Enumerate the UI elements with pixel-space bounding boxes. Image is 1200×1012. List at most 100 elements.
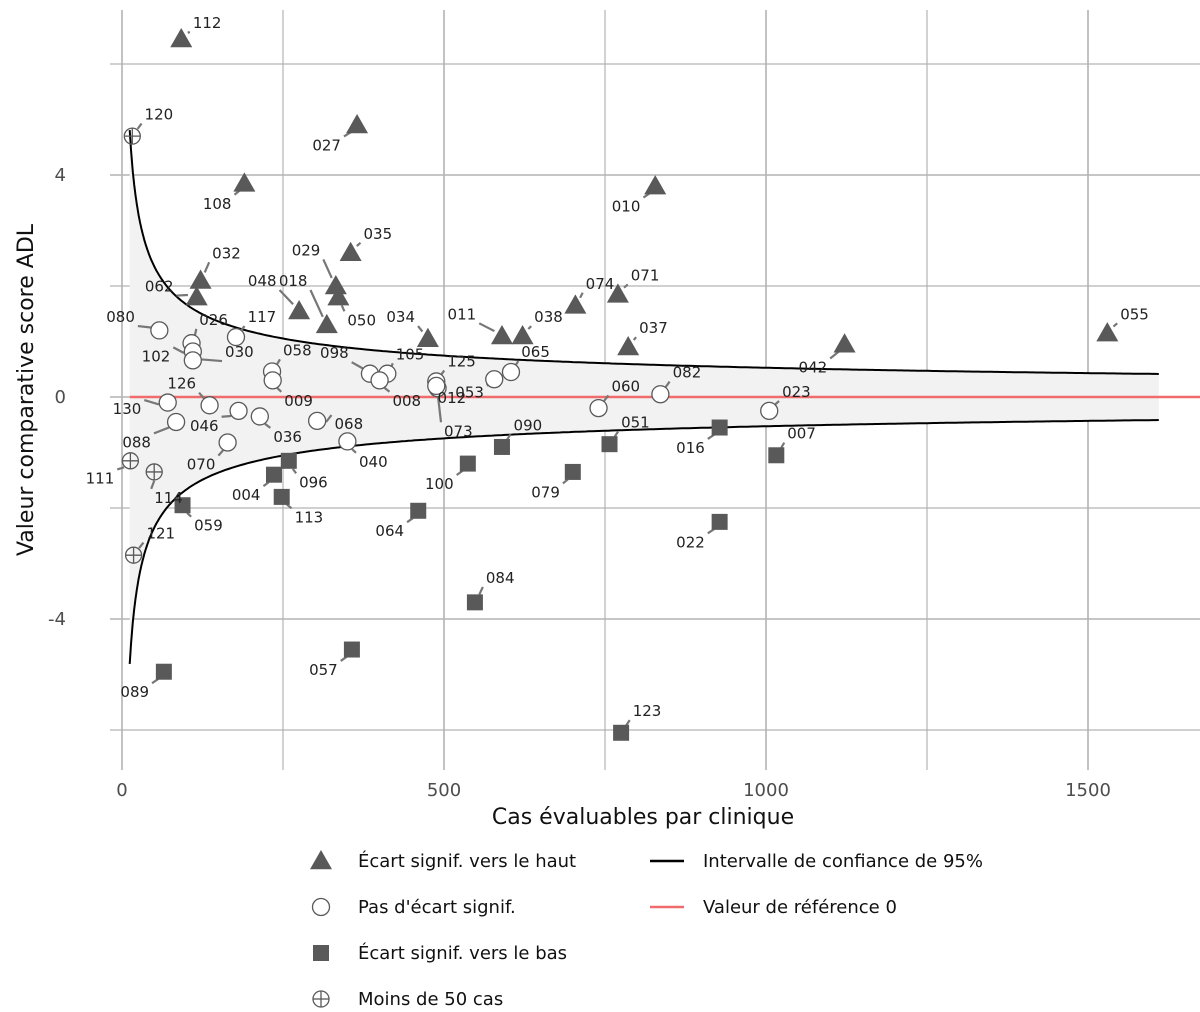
leader-line — [562, 478, 569, 485]
point-040 — [338, 432, 357, 451]
legend: Écart signif. vers le haut Pas d'écart si… — [310, 850, 983, 1010]
point-030 — [183, 351, 202, 370]
point-label: 037 — [639, 319, 668, 337]
point-label: 112 — [193, 14, 222, 32]
point-label: 029 — [292, 241, 321, 259]
point-032 — [189, 269, 212, 289]
point-090 — [493, 438, 510, 455]
leader-line — [201, 358, 223, 363]
point-label: 111 — [86, 469, 115, 487]
point-label: 035 — [364, 225, 393, 243]
point-label: 023 — [782, 383, 811, 401]
legend-key-none — [311, 897, 331, 917]
point-073 — [427, 376, 446, 396]
point-label: 088 — [122, 433, 151, 451]
leader-line — [664, 380, 671, 388]
point-113 — [273, 488, 290, 505]
point-label: 120 — [145, 106, 174, 124]
point-label: 123 — [633, 702, 662, 720]
confidence-lower-line — [128, 419, 1159, 664]
y-tick-label: -4 — [48, 609, 66, 630]
point-label: 096 — [299, 473, 328, 491]
leader-line — [138, 541, 145, 549]
point-051 — [601, 436, 618, 453]
point-027 — [346, 114, 369, 134]
point-label: 057 — [309, 661, 338, 679]
leader-line — [383, 386, 391, 393]
point-label: 004 — [232, 486, 261, 504]
leader-line — [144, 399, 160, 406]
point-label: 100 — [425, 475, 454, 493]
legend-entry-ci: Intervalle de confiance de 95% — [650, 851, 983, 872]
legend-key-up — [310, 850, 332, 870]
leader-line — [774, 400, 780, 406]
point-label: 130 — [113, 400, 142, 418]
leader-line — [153, 426, 170, 435]
legend-entry-few: Moins de 50 cas — [312, 989, 503, 1010]
leader-line — [351, 361, 364, 370]
axis-ticks: 0 500 1000 1500-404 — [48, 165, 1111, 801]
point-label: 113 — [295, 508, 324, 526]
point-121 — [124, 546, 143, 564]
point-label: 008 — [392, 392, 421, 410]
point-126 — [200, 396, 219, 415]
point-label: 048 — [248, 272, 277, 290]
point-038 — [511, 324, 534, 345]
leader-line — [340, 304, 346, 312]
point-label: 012 — [438, 389, 467, 407]
leader-line — [198, 391, 205, 400]
point-label: 011 — [448, 305, 477, 323]
point-label: 050 — [347, 311, 376, 329]
leader-line — [579, 292, 584, 299]
point-011 — [490, 324, 513, 345]
legend-label: Moins de 50 cas — [358, 989, 503, 1010]
point-label: 053 — [455, 383, 484, 401]
leader-line — [217, 449, 224, 457]
point-label: 068 — [335, 415, 364, 433]
point-label: 034 — [386, 308, 415, 326]
x-tick-label: 0 — [116, 780, 127, 801]
point-label: 114 — [154, 489, 183, 507]
point-label: 010 — [612, 198, 641, 216]
x-tick-label: 1500 — [1065, 780, 1111, 801]
leader-line — [632, 336, 637, 341]
point-009 — [263, 371, 282, 390]
leader-line — [351, 448, 357, 454]
y-tick-label: 4 — [55, 165, 66, 186]
point-label: 036 — [273, 428, 302, 446]
point-label: 125 — [447, 352, 476, 370]
point-label: 060 — [611, 377, 640, 395]
point-082 — [651, 385, 670, 404]
y-axis-title: Valeur comparative score ADL — [14, 223, 39, 556]
point-123 — [613, 724, 630, 741]
point-label: 007 — [787, 425, 816, 443]
point-008 — [370, 371, 389, 390]
confidence-upper-line — [128, 130, 1159, 375]
point-label: 062 — [145, 278, 174, 296]
leader-line — [221, 414, 232, 418]
leader-line — [436, 394, 443, 423]
point-060 — [589, 398, 608, 418]
leader-line — [264, 422, 272, 429]
point-016 — [711, 419, 728, 436]
point-079 — [564, 463, 581, 480]
leader-line — [262, 481, 270, 488]
point-108 — [233, 172, 256, 192]
leader-line — [276, 358, 281, 365]
point-130 — [158, 393, 177, 412]
point-046 — [229, 401, 248, 421]
point-062 — [185, 286, 208, 306]
point-100 — [459, 455, 476, 472]
point-label: 042 — [799, 358, 828, 376]
legend-key-down — [313, 945, 329, 961]
leader-line — [390, 362, 394, 367]
legend-label: Intervalle de confiance de 95% — [703, 851, 983, 872]
legend-label: Écart signif. vers le haut — [358, 850, 576, 872]
point-007 — [768, 447, 785, 464]
point-048 — [288, 299, 311, 320]
point-057 — [343, 641, 360, 658]
point-label: 102 — [142, 347, 171, 365]
point-053 — [485, 370, 504, 389]
leader-line — [172, 346, 185, 354]
